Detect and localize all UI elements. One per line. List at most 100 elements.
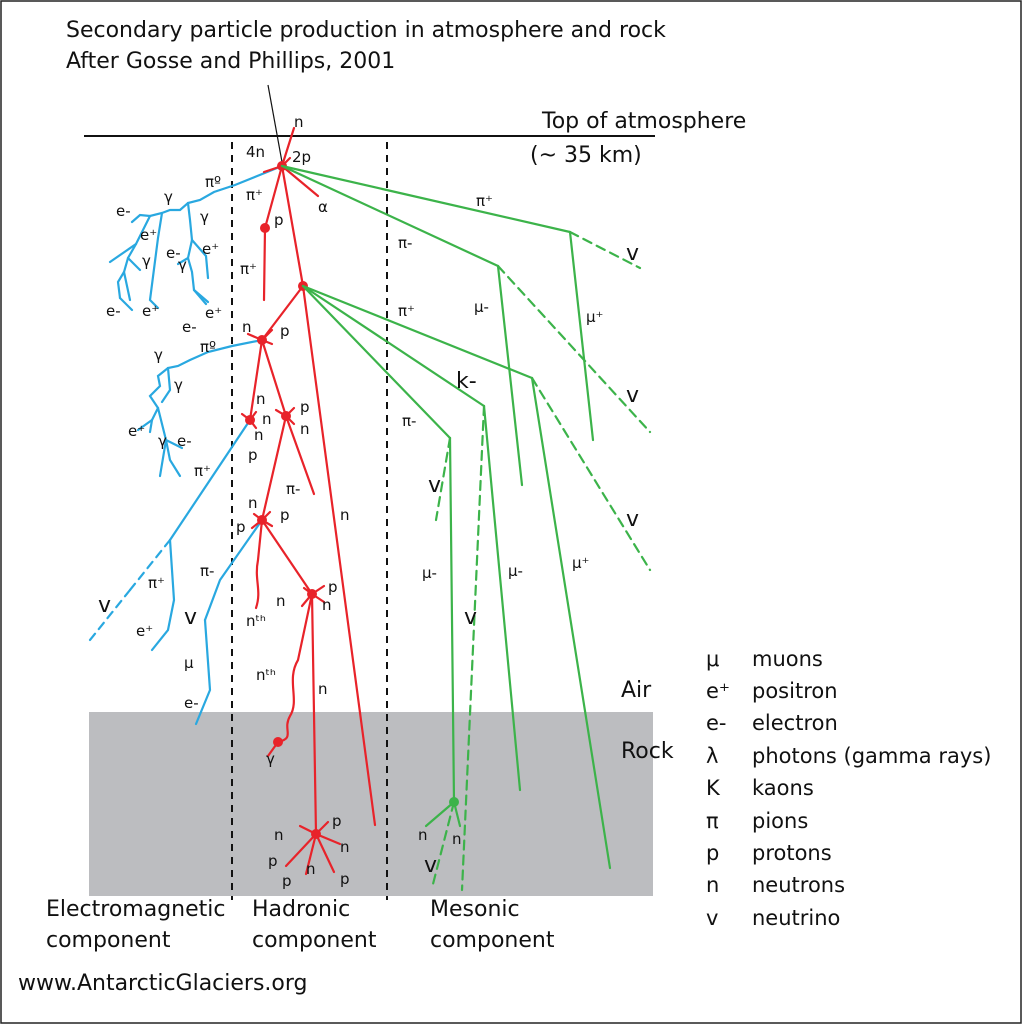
node-collision-3	[257, 335, 267, 345]
electromagnetic-tracks	[88, 164, 284, 726]
particle-label: v	[626, 507, 639, 532]
rock-label: Rock	[621, 739, 674, 764]
particle-label: v	[184, 605, 197, 630]
particle-label: π⁺	[398, 302, 415, 320]
particle-label: p	[340, 870, 350, 888]
top-atmosphere-label: Top of atmosphere	[541, 109, 746, 134]
legend-name: pions	[752, 809, 808, 833]
legend-name: electron	[752, 711, 838, 735]
particle-label: e⁺	[128, 422, 145, 440]
legend-symbol: e⁺	[706, 679, 730, 703]
legend-name: neutrons	[752, 873, 845, 897]
particle-label: 2p	[292, 148, 311, 166]
mes-component-line2: component	[430, 928, 555, 953]
title-pointer-line	[267, 84, 283, 163]
particle-label: α	[318, 198, 328, 216]
particle-label: γ	[178, 256, 187, 274]
particle-label: γ	[200, 208, 209, 226]
particle-label: p	[282, 872, 292, 890]
had-component-line2: component	[252, 928, 377, 953]
particle-label: e⁺	[140, 226, 157, 244]
particle-label: n	[300, 420, 310, 438]
node-collision-7	[307, 589, 317, 599]
legend: μ muons e⁺ positron e- electron λ photon…	[706, 647, 991, 930]
particle-label: γ	[154, 346, 163, 364]
particle-label: e-	[116, 202, 131, 220]
particle-label: v	[98, 593, 111, 618]
particle-label: p	[236, 518, 246, 536]
particle-label: π-	[200, 562, 214, 580]
particle-label: e-	[106, 302, 121, 320]
particle-label: γ	[266, 750, 275, 768]
particle-label: v	[464, 605, 477, 630]
legend-symbol: p	[706, 841, 719, 865]
particle-label: e-	[182, 318, 197, 336]
legend-symbol: e-	[706, 711, 727, 735]
particle-label: e-	[177, 432, 192, 450]
particle-label: e-	[184, 694, 199, 712]
legend-name: muons	[752, 647, 823, 671]
rock-layer	[89, 712, 653, 896]
particle-label: γ	[164, 188, 173, 206]
title-line-2: After Gosse and Phillips, 2001	[66, 49, 395, 74]
particle-label: π⁺	[240, 260, 257, 278]
particle-label: π⁺	[476, 192, 493, 210]
particle-label: π⁺	[148, 574, 165, 592]
legend-name: protons	[752, 841, 832, 865]
node-collision-4	[245, 415, 255, 425]
particle-label: 4n	[246, 143, 265, 161]
particle-label: π⁺	[246, 186, 263, 204]
particle-label: π⁺	[194, 462, 211, 480]
particle-label: p	[300, 398, 310, 416]
particle-label: μ-	[422, 564, 437, 582]
legend-symbol: π	[706, 809, 719, 833]
particle-label: γ	[158, 432, 167, 450]
particle-label: μ⁺	[586, 308, 603, 326]
node-muon-capture	[449, 797, 459, 807]
legend-name: photons (gamma rays)	[752, 744, 991, 768]
altitude-label: (~ 35 km)	[530, 143, 642, 168]
particle-label: n	[276, 592, 286, 610]
particle-label: n	[318, 680, 328, 698]
particle-label: k-	[456, 369, 477, 394]
particle-label: e⁺	[205, 304, 222, 322]
particle-label: n	[418, 826, 428, 844]
legend-symbol: n	[706, 873, 719, 897]
mesonic-tracks	[280, 164, 652, 892]
particle-label: e⁺	[136, 622, 153, 640]
particle-label: n	[452, 830, 462, 848]
particle-label: μ-	[474, 298, 489, 316]
particle-label: p	[280, 506, 290, 524]
particle-label: p	[280, 322, 290, 340]
particle-label: v	[428, 473, 441, 498]
particle-label: p	[332, 812, 342, 830]
particle-label: γ	[174, 376, 183, 394]
particle-label: v	[626, 383, 639, 408]
particle-label: n	[254, 426, 264, 444]
em-component-line1: Electromagnetic	[46, 897, 225, 922]
particle-label: n	[306, 860, 316, 878]
particle-label: n	[294, 113, 304, 131]
node-proton	[260, 223, 270, 233]
particle-label: γ	[142, 252, 151, 270]
particle-label: p	[268, 852, 278, 870]
particle-label: πº	[200, 338, 216, 356]
node-collision-rock	[311, 829, 321, 839]
particle-label: πº	[205, 173, 221, 191]
legend-name: neutrino	[752, 906, 840, 930]
particle-label: n	[248, 494, 258, 512]
legend-symbol: λ	[706, 744, 718, 768]
legend-name: kaons	[752, 776, 814, 800]
particle-label: v	[626, 241, 639, 266]
node-collision-6	[257, 515, 267, 525]
legend-name: positron	[752, 679, 838, 703]
particle-label: n	[242, 318, 252, 336]
particle-label: n	[262, 410, 272, 428]
had-component-line1: Hadronic	[252, 897, 350, 922]
particle-label: n	[322, 596, 332, 614]
particle-label: π-	[398, 234, 412, 252]
particle-label: nᵗʰ	[256, 666, 276, 684]
